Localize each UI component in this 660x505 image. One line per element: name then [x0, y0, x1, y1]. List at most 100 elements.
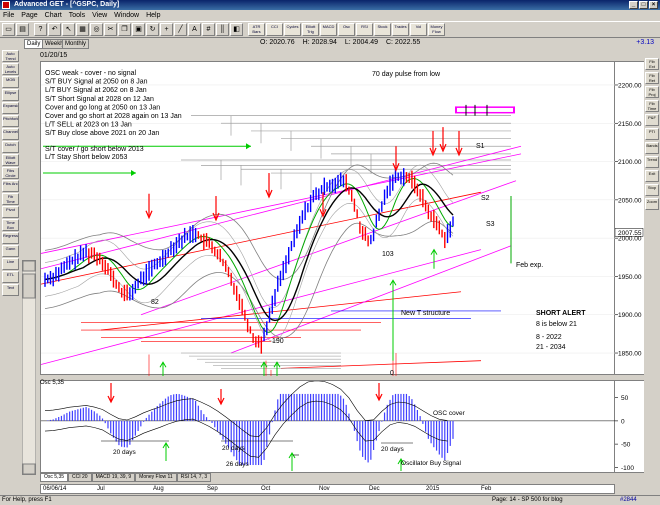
- undo-icon[interactable]: ↶: [48, 23, 61, 36]
- price-chart-panel[interactable]: OSC weak - cover - no signal S/T BUY Sign…: [40, 61, 616, 377]
- copy-icon[interactable]: ❐: [118, 23, 131, 36]
- green-arrow-head: [246, 143, 251, 150]
- tab-monthly[interactable]: Monthly: [62, 39, 90, 49]
- grid-icon[interactable]: #: [202, 23, 215, 36]
- tab-osc[interactable]: Osc 5,35: [40, 473, 69, 482]
- app-icon: [2, 1, 10, 9]
- date-tick: 06/06/14: [43, 486, 67, 492]
- menu-page[interactable]: Page: [21, 12, 38, 19]
- tool-fib-time[interactable]: Fib Time: [645, 100, 659, 112]
- price-chart[interactable]: OSC weak - cover - no signal S/T BUY Sign…: [40, 62, 616, 377]
- signal-note-4: S/T Short Signal at 2028 on 12 Jan: [45, 96, 154, 103]
- upper-band: [44, 162, 454, 280]
- menu-chart[interactable]: Chart: [44, 12, 62, 19]
- tab-rsi[interactable]: RSI 14, 7, 3: [176, 473, 212, 482]
- help-icon[interactable]: ?: [34, 23, 47, 36]
- pointer-icon[interactable]: ↖: [62, 23, 75, 36]
- toolbar-elliott-trig[interactable]: Elliott Trig: [302, 23, 319, 36]
- vertical-scrollbar[interactable]: [21, 259, 37, 476]
- menu-window[interactable]: Window: [114, 12, 140, 19]
- toolbar-stock[interactable]: Stock: [374, 23, 391, 36]
- menu-file[interactable]: File: [3, 12, 15, 19]
- tool-gann[interactable]: Gann: [2, 245, 19, 257]
- tool-time-box[interactable]: Time Box: [2, 219, 19, 231]
- tool-bands[interactable]: Bands: [645, 142, 659, 154]
- zoom-icon[interactable]: ◎: [90, 23, 103, 36]
- tool-fib-proj[interactable]: Fib Proj: [645, 86, 659, 98]
- tool-elliott-wave[interactable]: Elliott Wave: [2, 154, 19, 166]
- signal-note-8: S/T Buy close above 2021 on 20 Jan: [45, 130, 159, 137]
- tool-fibs-arc[interactable]: Fibs Arc: [2, 180, 19, 192]
- tab-daily[interactable]: Daily: [24, 39, 44, 49]
- tool-fib-time[interactable]: Fib Time: [2, 193, 19, 205]
- menu-help[interactable]: Help: [146, 12, 161, 19]
- tab-money-flow[interactable]: Money Flow 11: [135, 473, 177, 482]
- toolbar-trades[interactable]: Trades: [392, 23, 409, 36]
- tool-zoom[interactable]: Zoom: [645, 198, 659, 210]
- paste-icon[interactable]: ▣: [132, 23, 145, 36]
- low-value: L: 2004.49: [344, 39, 378, 46]
- tool-dutch[interactable]: Dutch: [2, 141, 19, 153]
- toolbar-cycles[interactable]: Cycles: [284, 23, 301, 36]
- tool-mob[interactable]: MOB: [2, 76, 19, 88]
- toolbar-vol[interactable]: Vol: [410, 23, 427, 36]
- draw-line-icon[interactable]: ╱: [174, 23, 187, 36]
- scrollbar-svg[interactable]: [21, 259, 37, 476]
- toolbar-cci[interactable]: CCI: [266, 23, 283, 36]
- menu-view[interactable]: View: [92, 12, 108, 19]
- low-103-label: 103: [382, 251, 394, 258]
- tool-trend[interactable]: Trend: [645, 156, 659, 168]
- toolbar-macd[interactable]: MACD: [320, 23, 337, 36]
- toolbar-atr-bars[interactable]: ATR Bars: [248, 23, 265, 36]
- maximize-button[interactable]: □: [639, 1, 648, 9]
- tool-stop[interactable]: Stop: [645, 184, 659, 196]
- tool-auto-trend[interactable]: Auto Trend: [2, 50, 19, 62]
- tool-expansion[interactable]: Expansion: [2, 102, 19, 114]
- tool-pti[interactable]: PTI: [645, 128, 659, 140]
- tool-text[interactable]: Text: [2, 284, 19, 296]
- tool-fib-ret[interactable]: Fib Ret: [645, 72, 659, 84]
- oscillator-chart[interactable]: 20 days 20 days 26 days 20 days OSC cover Osc…: [41, 380, 616, 474]
- date-tick: 2015: [426, 486, 440, 492]
- tool-regress[interactable]: Regress: [2, 232, 19, 244]
- text-icon[interactable]: A: [188, 23, 201, 36]
- tool-fibs-circle[interactable]: Fibs Circle: [2, 167, 19, 179]
- high-value: H: 2028.94: [302, 39, 337, 46]
- minimize-button[interactable]: _: [629, 1, 638, 9]
- crosshair-icon[interactable]: +: [160, 23, 173, 36]
- tool-p-f[interactable]: P&F: [645, 114, 659, 126]
- tool-pivot[interactable]: Pivot: [2, 206, 19, 218]
- new-chart-icon[interactable]: ▤: [16, 23, 29, 36]
- tool-line[interactable]: Line: [2, 258, 19, 270]
- right-toolbar: Fib Ext Fib Ret Fib Proj Fib Time P&F PTI Band…: [644, 58, 660, 288]
- menu-tools[interactable]: Tools: [68, 12, 86, 19]
- osc-red-arrow-head: [217, 397, 225, 406]
- tool-ellipse[interactable]: Ellipse: [2, 89, 19, 101]
- tool-exit[interactable]: Exit: [645, 170, 659, 182]
- price-label: 1850.00: [618, 351, 642, 358]
- tool-etl[interactable]: ETL: [2, 271, 19, 283]
- oscillator-panel[interactable]: 20 days 20 days 26 days 20 days OSC cover Osc…: [40, 380, 616, 474]
- tool-pitchfork[interactable]: Pitchfork: [2, 115, 19, 127]
- cut-icon[interactable]: ✂: [104, 23, 117, 36]
- cover-short-note: S/T cover / go short below 2013: [45, 146, 144, 153]
- color-icon[interactable]: ◧: [230, 23, 243, 36]
- toolbar-rsi[interactable]: RSI: [356, 23, 373, 36]
- tab-cci[interactable]: CCI 20: [68, 473, 92, 482]
- date-tick: Nov: [319, 486, 330, 492]
- bars-icon[interactable]: ║: [216, 23, 229, 36]
- toolbar-money-flow[interactable]: Money Flow: [428, 23, 445, 36]
- s1-label: S1: [476, 143, 485, 150]
- print-icon[interactable]: ▦: [76, 23, 89, 36]
- tool-fib-ext[interactable]: Fib Ext: [645, 58, 659, 70]
- tool-auto-levels[interactable]: Auto Levels: [2, 63, 19, 75]
- price-label: 2000.00: [618, 236, 642, 243]
- tab-macd[interactable]: MACD 19, 39, 9: [91, 473, 136, 482]
- toolbar-osc[interactable]: Osc: [338, 23, 355, 36]
- open-file-icon[interactable]: ▭: [2, 23, 15, 36]
- close-button[interactable]: ×: [649, 1, 658, 9]
- trend-line: [40, 145, 522, 270]
- title-bar[interactable]: Advanced GET - [^GSPC, Daily] _ □ ×: [0, 0, 660, 10]
- refresh-icon[interactable]: ↻: [146, 23, 159, 36]
- tool-channel[interactable]: Channel: [2, 128, 19, 140]
